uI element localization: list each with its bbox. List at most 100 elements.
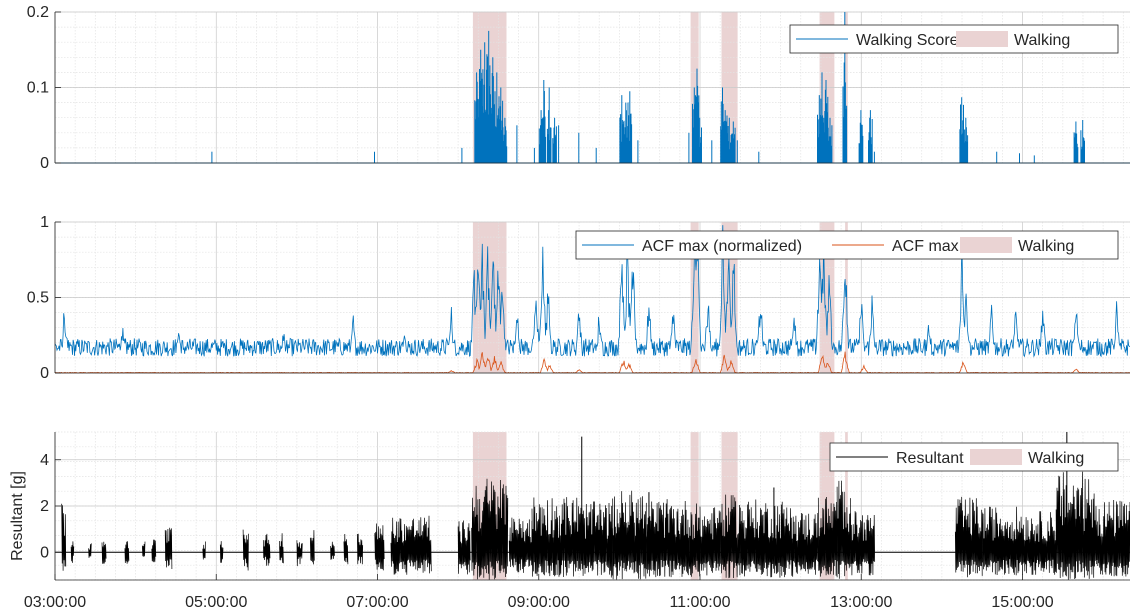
score-peak <box>552 117 557 163</box>
legend-swatch-walking <box>956 31 1008 47</box>
score-peak <box>823 80 829 163</box>
score-peak <box>541 80 547 163</box>
y-tick-labels: 00.51 <box>27 214 49 382</box>
score-peak <box>827 117 833 163</box>
score-peak <box>619 95 625 163</box>
legend: ACF max (normalized) ACF max Walking <box>575 230 1119 260</box>
resultant-burst <box>739 499 795 578</box>
resultant-burst <box>343 533 349 565</box>
axes-frame <box>54 11 1130 164</box>
x-tick-label: 07:00:00 <box>346 594 408 611</box>
acf-max-panel: 00.51 ACF max (normalized) ACF max Walki… <box>27 214 1130 382</box>
legend-label-acf-normalized: ACF max (normalized) <box>642 238 802 255</box>
resultant-burst <box>1022 511 1057 575</box>
legend-label-walking: Walking <box>1028 450 1084 467</box>
x-tick-label: 11:00:00 <box>669 594 730 611</box>
axes-frame <box>54 432 1130 581</box>
score-peak <box>858 110 864 163</box>
score-peak <box>623 102 629 163</box>
resultant-burst <box>61 503 67 571</box>
score-peak <box>478 49 483 163</box>
score-peak <box>694 68 700 163</box>
resultant-burst <box>101 541 107 564</box>
score-peak <box>627 91 633 163</box>
score-peak <box>842 12 848 163</box>
legend-swatch-walking <box>960 237 1012 253</box>
score-peak <box>474 72 479 163</box>
score-peak <box>868 110 873 163</box>
resultant-burst <box>508 517 533 573</box>
x-tick-labels: 03:00:00 05:00:00 07:00:00 09:00:00 11:00:00… <box>24 574 1054 611</box>
score-peak <box>722 110 728 163</box>
resultant-burst <box>70 541 75 563</box>
score-peak <box>720 87 725 163</box>
y-axis-label: Resultant [g] <box>9 471 26 561</box>
legend-swatch-walking <box>970 449 1022 465</box>
resultant-burst <box>124 541 130 564</box>
resultant-panel: 0 2 4 03:00:00 05:00:00 07:00:00 09:00:00 11:0… <box>9 431 1130 611</box>
score-peak <box>498 87 504 163</box>
legend-label-walking-score: Walking Score <box>856 32 959 49</box>
resultant-burst <box>390 515 432 575</box>
resultant-burst <box>262 533 271 566</box>
resultant-burst <box>242 529 249 571</box>
score-peak <box>1080 120 1085 163</box>
y-tick-label: 0 <box>40 365 49 382</box>
score-peak <box>502 117 508 163</box>
x-tick-label: 05:00:00 <box>185 594 247 611</box>
resultant-burst <box>219 541 224 563</box>
resultant-burst <box>793 512 819 575</box>
score-peak <box>819 72 825 163</box>
score-peak <box>731 121 736 163</box>
resultant-burst <box>1055 471 1097 580</box>
y-tick-label: 4 <box>40 452 49 469</box>
resultant-burst <box>88 543 92 558</box>
legend-label-resultant: Resultant <box>896 450 964 467</box>
score-peak <box>1073 121 1079 163</box>
legend-label-acf-max: ACF max <box>892 238 959 255</box>
series-lines <box>55 432 1130 580</box>
y-tick-labels: 0 2 4 <box>40 452 49 562</box>
resultant-burst <box>356 533 364 565</box>
resultant-burst <box>688 503 701 577</box>
resultant-burst <box>578 501 614 578</box>
resultant-burst <box>645 499 690 578</box>
series-line-0 <box>54 225 1130 358</box>
resultant-burst <box>296 540 303 567</box>
score-peak <box>546 87 552 163</box>
resultant-burst <box>141 541 146 557</box>
resultant-burst <box>719 494 741 579</box>
score-peak <box>494 72 500 163</box>
legend: Walking Score Walking <box>789 24 1119 54</box>
axes-frame <box>54 221 1130 374</box>
y-tick-label: 0.1 <box>27 80 49 97</box>
resultant-burst <box>202 541 206 560</box>
resultant-burst <box>164 527 173 570</box>
resultant-burst <box>850 511 876 576</box>
score-peak <box>482 42 487 163</box>
legend-label-walking: Walking <box>1014 32 1070 49</box>
resultant-burst <box>954 496 983 578</box>
score-peak <box>959 97 964 163</box>
x-tick-label: 13:00:00 <box>830 594 892 611</box>
legend: Resultant Walking <box>829 442 1119 472</box>
score-peak <box>963 117 969 163</box>
resultant-burst <box>309 530 315 565</box>
y-tick-label: 0 <box>40 544 49 561</box>
x-tick-label: 15:00:00 <box>991 594 1053 611</box>
legend-label-walking: Walking <box>1018 238 1074 255</box>
resultant-burst <box>471 478 509 580</box>
resultant-burst <box>279 533 284 564</box>
y-tick-labels: 0 0.1 0.2 <box>27 4 49 172</box>
resultant-burst <box>374 523 385 571</box>
resultant-burst <box>151 539 157 563</box>
resultant-burst <box>817 496 838 578</box>
x-tick-label: 03:00:00 <box>24 594 86 611</box>
walking-score-panel: 0 0.1 0.2 Walking Score Walking <box>27 4 1130 172</box>
score-peak <box>490 57 496 163</box>
x-tick-label: 09:00:00 <box>508 594 570 611</box>
y-tick-label: 0.2 <box>27 4 49 21</box>
resultant-burst <box>836 480 851 579</box>
resultant-burst <box>330 541 335 560</box>
